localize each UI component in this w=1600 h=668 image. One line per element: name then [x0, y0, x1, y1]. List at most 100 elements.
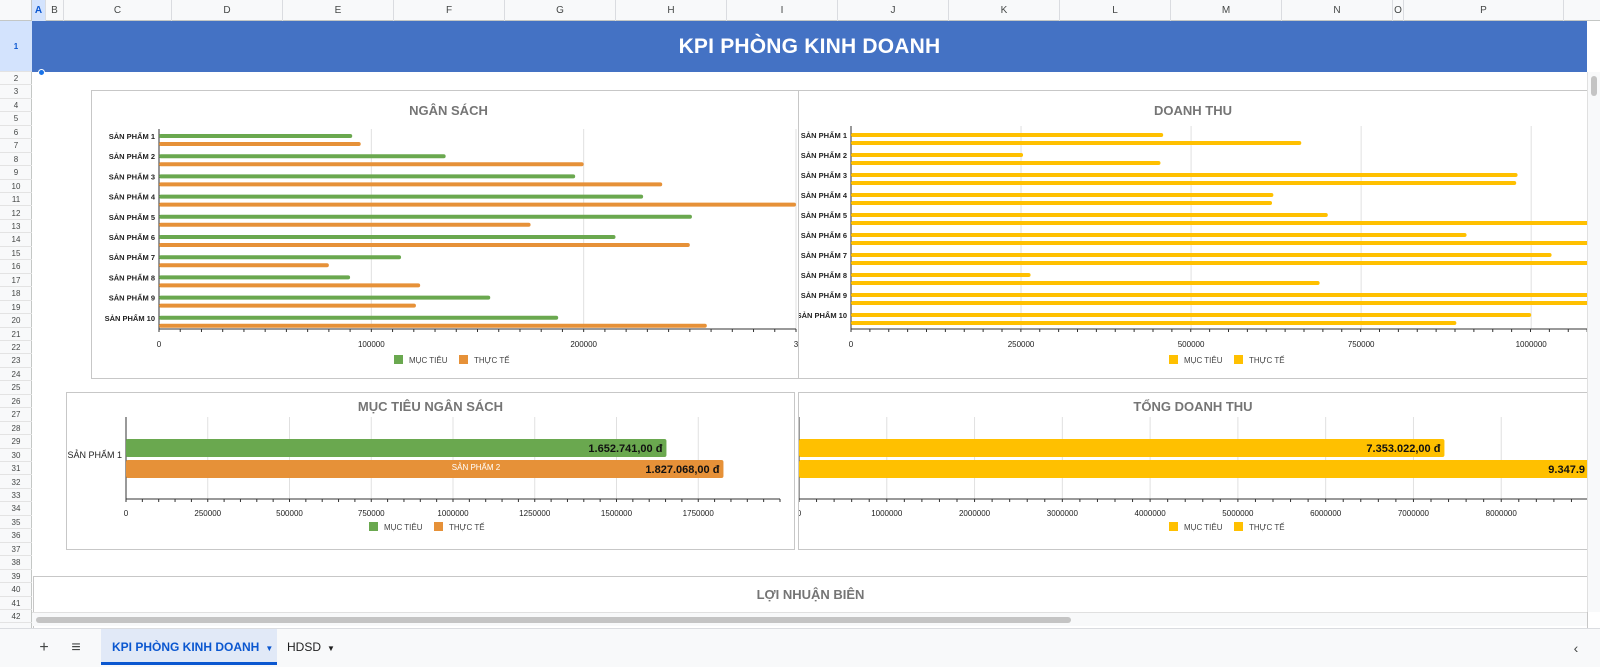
- column-header-e[interactable]: E: [283, 0, 394, 21]
- row-header-8[interactable]: 8: [0, 153, 32, 166]
- row-header-22[interactable]: 22: [0, 341, 32, 354]
- column-header-a[interactable]: A: [32, 0, 46, 21]
- bar-thuc-te: [851, 261, 1587, 265]
- category-label: SẢN PHẨM 5: [109, 213, 155, 222]
- chart-tong-doanh-thu[interactable]: TỔNG DOANH THU 0100000020000003000000400…: [798, 392, 1588, 550]
- chevron-left-icon[interactable]: ‹: [1562, 629, 1590, 668]
- row-header-42[interactable]: 42: [0, 610, 32, 623]
- legend-label: THỰC TẾ: [474, 355, 510, 365]
- row-header-36[interactable]: 36: [0, 529, 32, 542]
- column-header-m[interactable]: M: [1171, 0, 1282, 21]
- bar-muc-tieu: [159, 275, 350, 279]
- row-header-40[interactable]: 40: [0, 583, 32, 596]
- row-header-16[interactable]: 16: [0, 260, 32, 273]
- row-header-17[interactable]: 17: [0, 274, 32, 287]
- row-header-37[interactable]: 37: [0, 543, 32, 556]
- column-header-d[interactable]: D: [172, 0, 283, 21]
- row-header-25[interactable]: 25: [0, 381, 32, 394]
- row-header-14[interactable]: 14: [0, 233, 32, 246]
- row-header-33[interactable]: 33: [0, 489, 32, 502]
- column-header-b[interactable]: B: [46, 0, 64, 21]
- row-header-32[interactable]: 32: [0, 476, 32, 489]
- tick-label: 1000000: [871, 509, 903, 518]
- column-header-c[interactable]: C: [64, 0, 172, 21]
- bar-thuc-te: [159, 203, 796, 207]
- scrollbar-thumb[interactable]: [1591, 76, 1597, 96]
- row-header-26[interactable]: 26: [0, 395, 32, 408]
- row-header-4[interactable]: 4: [0, 99, 32, 112]
- all-sheets-menu-icon[interactable]: ≡: [62, 629, 90, 668]
- select-all-corner[interactable]: [0, 0, 32, 21]
- tick-label: 0: [124, 509, 129, 518]
- row-header-15[interactable]: 15: [0, 247, 32, 260]
- column-header-p[interactable]: P: [1404, 0, 1564, 21]
- row-header-39[interactable]: 39: [0, 570, 32, 583]
- bar-muc-tieu: [159, 154, 446, 158]
- data-label: 1.827.068,00 đ: [645, 464, 719, 476]
- chevron-down-icon[interactable]: ▼: [265, 644, 273, 653]
- legend-swatch: [434, 522, 443, 531]
- row-header-31[interactable]: 31: [0, 462, 32, 475]
- row-header-7[interactable]: 7: [0, 139, 32, 152]
- category-label: SẢN PHẨM 9: [801, 291, 847, 300]
- row-header-27[interactable]: 27: [0, 408, 32, 421]
- row-header-2[interactable]: 2: [0, 72, 32, 85]
- row-header-21[interactable]: 21: [0, 328, 32, 341]
- column-header-k[interactable]: K: [949, 0, 1060, 21]
- row-header-29[interactable]: 29: [0, 435, 32, 448]
- row-header-18[interactable]: 18: [0, 287, 32, 300]
- tick-label: 0: [799, 509, 802, 518]
- column-header-i[interactable]: I: [727, 0, 838, 21]
- chevron-down-icon[interactable]: ▼: [327, 644, 335, 653]
- scrollbar-thumb[interactable]: [36, 617, 1071, 623]
- row-header-10[interactable]: 10: [0, 180, 32, 193]
- row-header-35[interactable]: 35: [0, 516, 32, 529]
- row-header-11[interactable]: 11: [0, 193, 32, 206]
- tab-kpi-phong-kinh-doanh[interactable]: KPI PHÒNG KINH DOANH▼: [101, 629, 277, 665]
- title-banner[interactable]: KPI PHÒNG KINH DOANH: [32, 21, 1587, 72]
- row-header-24[interactable]: 24: [0, 368, 32, 381]
- bar-muc-tieu: [159, 255, 401, 259]
- column-header-g[interactable]: G: [505, 0, 616, 21]
- column-header-o[interactable]: O: [1393, 0, 1404, 21]
- bar-thuc-te: [159, 182, 662, 186]
- tab-hdsd[interactable]: HDSD▼: [287, 629, 347, 665]
- column-header-h[interactable]: H: [616, 0, 727, 21]
- row-header-23[interactable]: 23: [0, 354, 32, 367]
- row-header-12[interactable]: 12: [0, 207, 32, 220]
- row-header-20[interactable]: 20: [0, 314, 32, 327]
- column-header-n[interactable]: N: [1282, 0, 1393, 21]
- row-header-9[interactable]: 9: [0, 166, 32, 179]
- row-header-1[interactable]: 1: [0, 21, 32, 72]
- tick-label: 7000000: [1398, 509, 1430, 518]
- bar-thuc-te: [159, 243, 690, 247]
- vertical-scrollbar[interactable]: [1587, 72, 1600, 612]
- bar-thuc-te: [159, 223, 531, 227]
- row-header-41[interactable]: 41: [0, 597, 32, 610]
- plus-icon[interactable]: +: [30, 629, 58, 668]
- row-header-19[interactable]: 19: [0, 301, 32, 314]
- column-header-j[interactable]: J: [838, 0, 949, 21]
- row-header-3[interactable]: 3: [0, 85, 32, 98]
- bar-muc-tieu: [851, 273, 1031, 277]
- horizontal-scrollbar[interactable]: [32, 612, 1587, 626]
- column-header-l[interactable]: L: [1060, 0, 1171, 21]
- bar-muc-tieu: [851, 193, 1273, 197]
- column-header-f[interactable]: F: [394, 0, 505, 21]
- row-header-13[interactable]: 13: [0, 220, 32, 233]
- row-header-30[interactable]: 30: [0, 449, 32, 462]
- row-header-28[interactable]: 28: [0, 422, 32, 435]
- tick-label: 200000: [570, 340, 597, 349]
- row-header-38[interactable]: 38: [0, 556, 32, 569]
- data-label: 9.347.9: [1548, 464, 1585, 476]
- row-header-6[interactable]: 6: [0, 126, 32, 139]
- row-header-34[interactable]: 34: [0, 502, 32, 515]
- selection-handle[interactable]: [38, 69, 45, 76]
- row-header-5[interactable]: 5: [0, 112, 32, 125]
- bar-muc-tieu: [799, 439, 1444, 457]
